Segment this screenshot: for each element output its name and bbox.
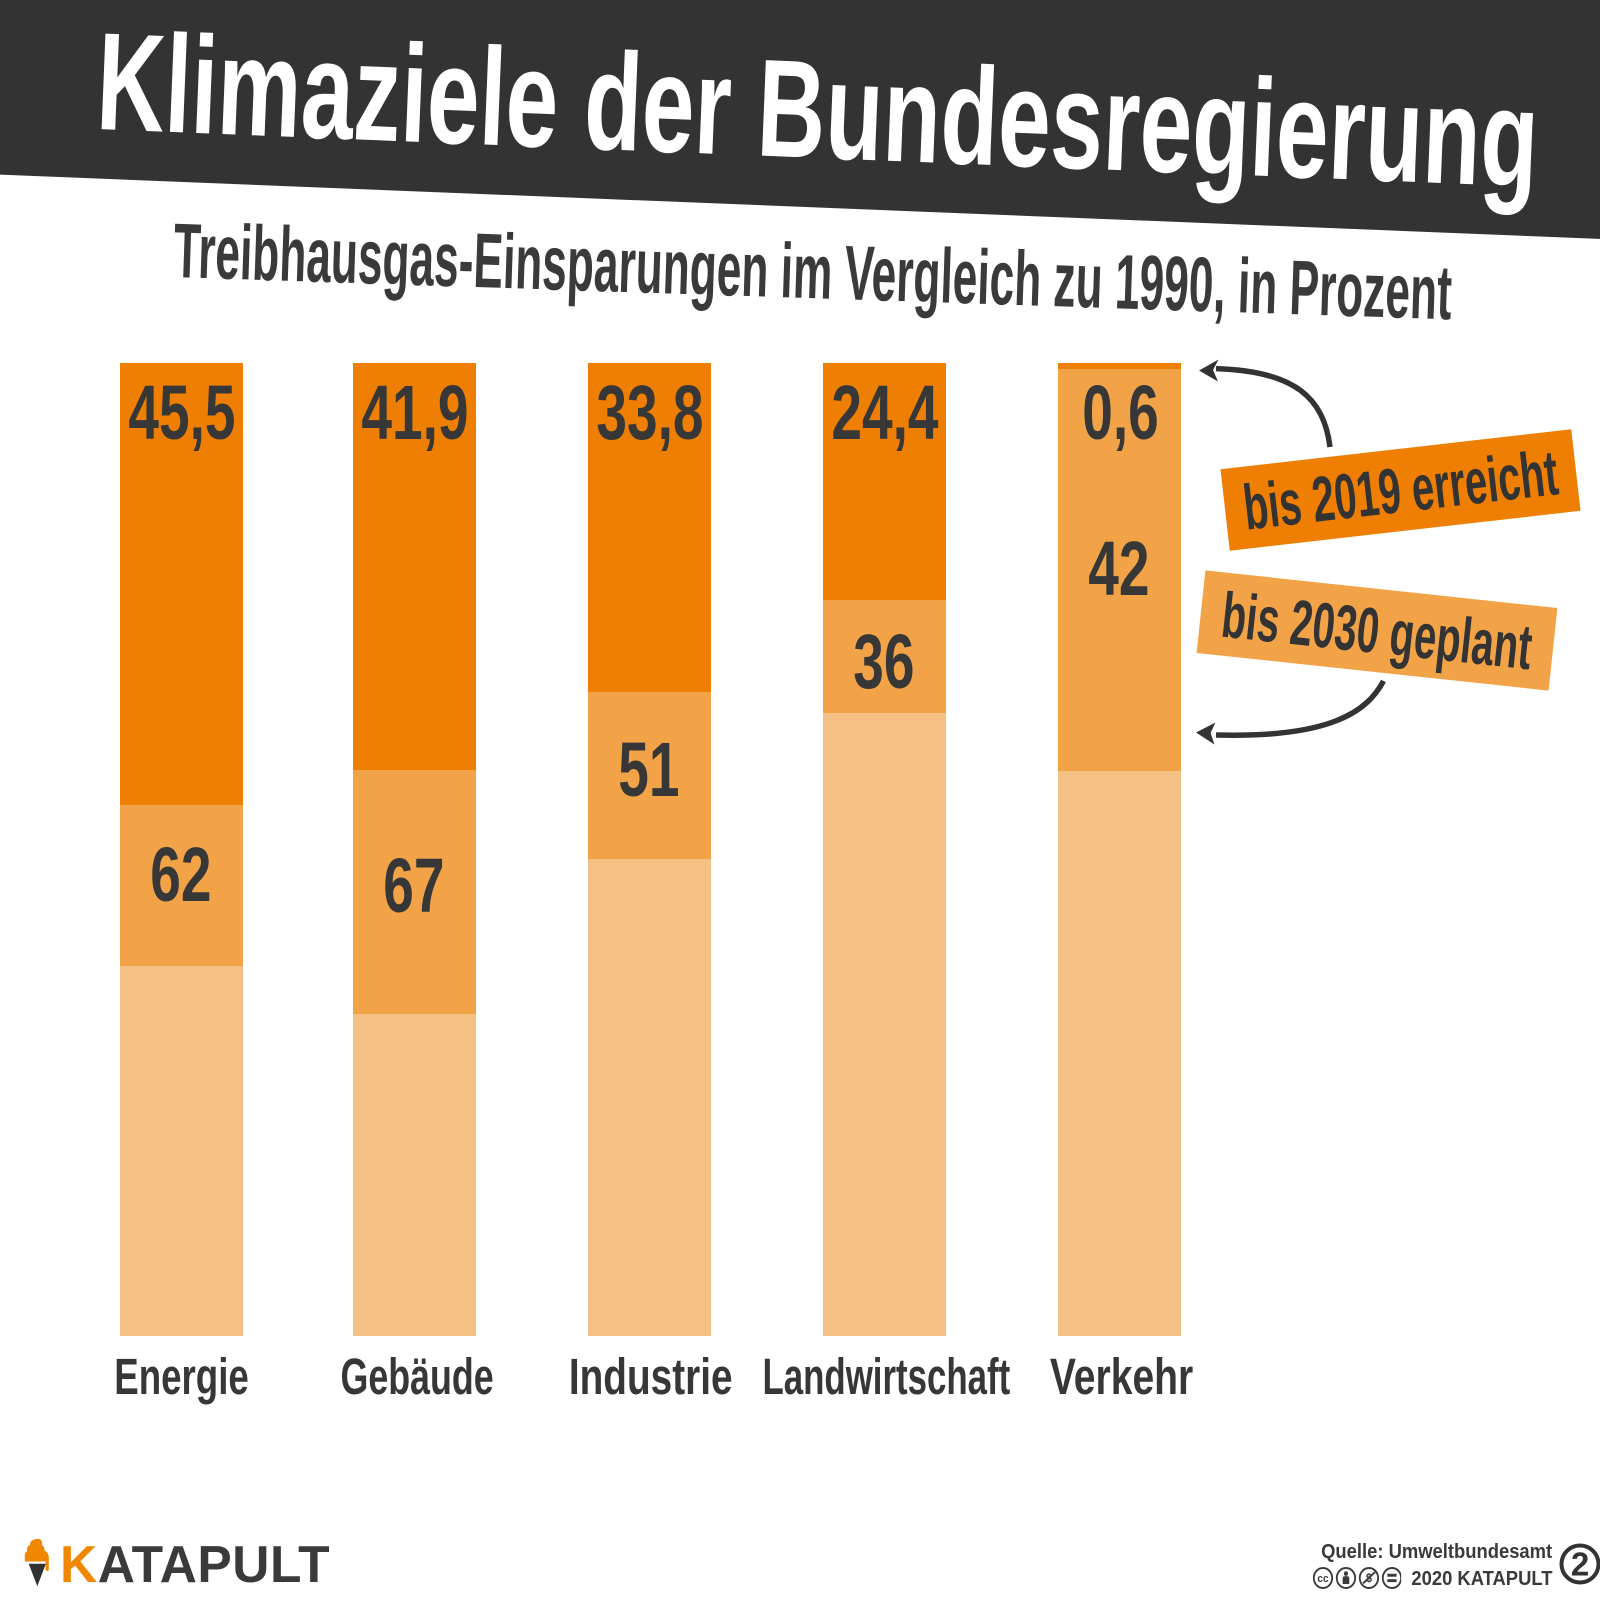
svg-text:2: 2 (1571, 1546, 1589, 1583)
svg-text:cc: cc (1317, 1573, 1328, 1585)
svg-text:$: $ (1365, 1573, 1372, 1585)
